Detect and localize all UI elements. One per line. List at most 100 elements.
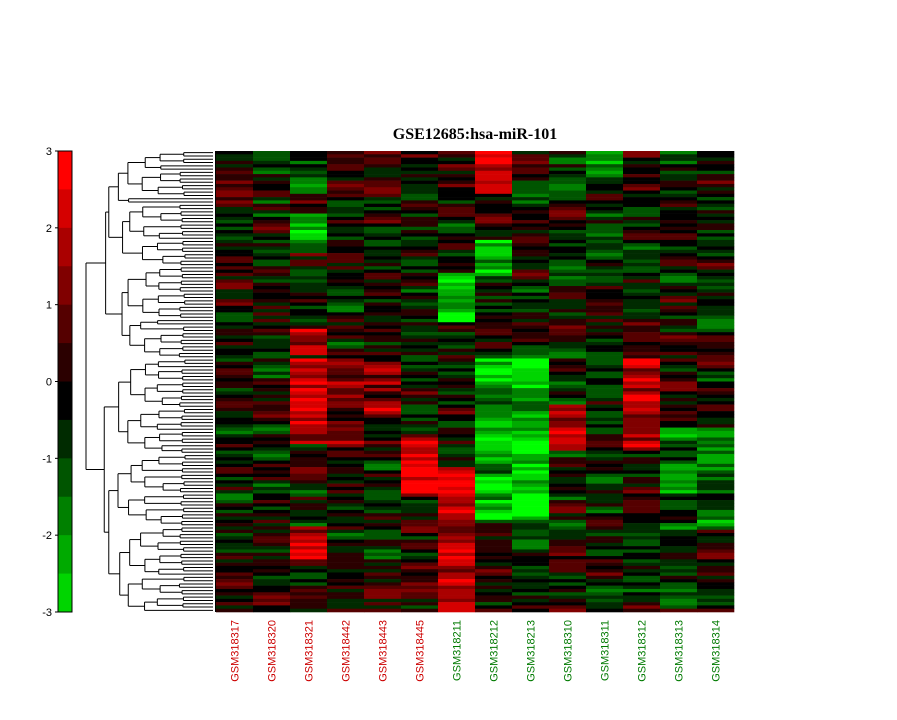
heatmap-cell xyxy=(475,335,513,339)
heatmap-cell xyxy=(253,467,291,471)
heatmap-cell xyxy=(475,562,513,567)
heatmap-cell xyxy=(290,226,328,231)
heatmap-cell xyxy=(364,473,402,478)
heatmap-cell xyxy=(253,529,291,534)
heatmap-cell xyxy=(401,572,439,577)
heatmap-cell xyxy=(290,473,328,478)
heatmap-cell xyxy=(364,193,402,198)
heatmap-cell xyxy=(660,276,698,280)
heatmap-cell xyxy=(623,437,661,442)
heatmap-cell xyxy=(253,335,291,339)
heatmap-cell xyxy=(623,463,661,468)
heatmap-cell xyxy=(216,253,254,257)
heatmap-cell xyxy=(549,197,587,201)
heatmap-cell xyxy=(586,473,624,478)
heatmap-cell xyxy=(253,401,291,405)
heatmap-cell xyxy=(660,233,698,237)
heatmap-cell xyxy=(475,345,513,349)
heatmap-cell xyxy=(697,332,735,336)
heatmap-cell xyxy=(438,282,476,287)
heatmap-cell xyxy=(290,335,328,339)
heatmap-cell xyxy=(401,602,439,606)
heatmap-cell xyxy=(512,183,550,188)
heatmap-cell xyxy=(660,516,698,521)
heatmap-cell xyxy=(549,569,587,573)
heatmap-cell xyxy=(216,193,254,198)
heatmap-cell xyxy=(623,476,661,481)
heatmap-cell xyxy=(290,299,328,303)
heatmap-cell xyxy=(401,585,439,590)
heatmap-cell xyxy=(290,519,328,524)
heatmap-cell xyxy=(290,493,328,498)
heatmap-cell xyxy=(401,417,439,422)
heatmap-cell xyxy=(549,592,587,596)
heatmap-cell xyxy=(327,157,365,162)
heatmap-cell xyxy=(660,269,698,274)
heatmap-cell xyxy=(253,226,291,231)
heatmap-cell xyxy=(660,328,698,333)
heatmap-cell xyxy=(549,463,587,468)
heatmap-cell xyxy=(623,460,661,465)
heatmap-cell xyxy=(364,434,402,438)
heatmap-cell xyxy=(438,457,476,461)
heatmap-cell xyxy=(290,190,328,195)
heatmap-cell xyxy=(660,368,698,372)
heatmap-cell xyxy=(253,259,291,264)
heatmap-cell xyxy=(253,361,291,366)
heatmap-cell xyxy=(401,457,439,461)
heatmap-cell xyxy=(623,506,661,511)
heatmap-cell xyxy=(216,223,254,228)
heatmap-cell xyxy=(623,200,661,204)
heatmap-cell xyxy=(623,509,661,514)
heatmap-cell xyxy=(697,190,735,195)
heatmap-cell xyxy=(697,203,735,208)
heatmap-cell xyxy=(364,371,402,376)
heatmap-cell xyxy=(512,358,550,363)
heatmap-cell xyxy=(253,572,291,577)
heatmap-cell xyxy=(401,588,439,593)
heatmap-cell xyxy=(660,476,698,481)
heatmap-cell xyxy=(327,447,365,451)
heatmap-cell xyxy=(401,266,439,270)
heatmap-cell xyxy=(623,190,661,195)
heatmap-cell xyxy=(512,361,550,366)
heatmap-cell xyxy=(623,253,661,257)
heatmap-cell xyxy=(438,503,476,507)
heatmap-cell xyxy=(401,437,439,442)
heatmap-cell xyxy=(253,246,291,251)
heatmap-cell xyxy=(697,164,735,168)
heatmap-cell xyxy=(438,361,476,366)
heatmap-cell xyxy=(216,496,254,501)
heatmap-cell xyxy=(364,397,402,402)
heatmap-cell xyxy=(364,378,402,382)
heatmap-cell xyxy=(290,164,328,168)
heatmap-cell xyxy=(623,513,661,517)
heatmap-cell xyxy=(438,266,476,270)
heatmap-cell xyxy=(216,565,254,570)
heatmap-cell xyxy=(697,355,735,359)
heatmap-cell xyxy=(253,539,291,544)
heatmap-cell xyxy=(697,341,735,346)
heatmap-cell xyxy=(364,305,402,310)
heatmap-cell xyxy=(253,292,291,297)
heatmap-cell xyxy=(364,233,402,237)
heatmap-cell xyxy=(623,183,661,188)
heatmap-cell xyxy=(401,151,439,155)
heatmap-cell xyxy=(623,598,661,603)
heatmap-cell xyxy=(290,368,328,372)
heatmap-cell xyxy=(475,500,513,504)
heatmap-cell xyxy=(401,239,439,244)
heatmap-cell xyxy=(549,572,587,577)
heatmap-cell xyxy=(216,556,254,560)
heatmap-cell xyxy=(623,246,661,251)
heatmap-cell xyxy=(660,378,698,382)
heatmap-cell xyxy=(549,256,587,260)
heatmap-cell xyxy=(475,318,513,323)
heatmap-cell xyxy=(623,249,661,254)
heatmap-cell xyxy=(253,282,291,287)
heatmap-cell xyxy=(401,276,439,280)
heatmap-cell xyxy=(697,243,735,247)
heatmap-cell xyxy=(512,476,550,481)
heatmap-cell xyxy=(401,404,439,409)
heatmap-cell xyxy=(549,559,587,563)
